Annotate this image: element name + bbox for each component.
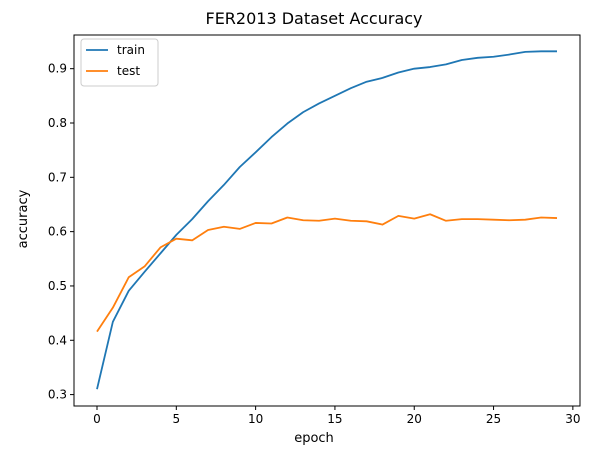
data-point-train: [477, 57, 479, 59]
data-point-test: [128, 276, 130, 278]
data-point-test: [318, 220, 320, 222]
data-point-train: [445, 63, 447, 65]
x-axis-label: epoch: [294, 431, 334, 446]
data-point-test: [524, 219, 526, 221]
y-tick-label: 0.4: [48, 333, 67, 347]
data-point-train: [429, 66, 431, 68]
data-point-train: [144, 271, 146, 273]
data-point-train: [239, 166, 241, 168]
y-tick-label: 0.8: [48, 116, 67, 130]
x-tick-label: 30: [565, 412, 580, 426]
data-point-test: [160, 246, 162, 248]
data-point-test: [239, 228, 241, 230]
series-layer: [96, 50, 558, 390]
data-point-train: [397, 72, 399, 74]
data-point-train: [524, 51, 526, 53]
data-point-test: [112, 307, 114, 309]
y-tick-label: 0.7: [48, 170, 67, 184]
x-tick-label: 25: [486, 412, 501, 426]
data-point-test: [556, 217, 558, 219]
data-point-train: [223, 184, 225, 186]
legend-label-train: train: [117, 43, 145, 57]
data-point-test: [223, 226, 225, 228]
x-tick-label: 0: [93, 412, 101, 426]
series-line-test: [96, 213, 558, 333]
data-point-test: [334, 218, 336, 220]
axes-layer: 0 5 10 15 20 25 30 0.3 0.4 0.5 0.6 0.7 0.8 0.9: [48, 34, 581, 426]
x-tick-label: 10: [248, 412, 263, 426]
data-point-train: [175, 234, 177, 236]
data-point-test: [477, 218, 479, 220]
data-point-test: [540, 217, 542, 219]
data-point-test: [350, 220, 352, 222]
data-point-train: [556, 50, 558, 52]
data-point-test: [175, 238, 177, 240]
plot-frame: [73, 34, 581, 407]
data-point-test: [271, 223, 273, 225]
data-point-train: [318, 103, 320, 105]
data-point-train: [96, 388, 98, 390]
data-point-test: [429, 213, 431, 215]
data-point-train: [160, 252, 162, 254]
data-point-train: [191, 218, 193, 220]
y-tick-label: 0.6: [48, 225, 67, 239]
data-point-train: [413, 68, 415, 70]
x-tick-label: 15: [327, 412, 342, 426]
data-point-test: [96, 331, 98, 333]
data-point-test: [509, 219, 511, 221]
data-point-train: [286, 123, 288, 125]
chart-title: FER2013 Dataset Accuracy: [205, 9, 422, 28]
data-point-test: [144, 266, 146, 268]
data-point-train: [350, 87, 352, 89]
data-point-train: [540, 50, 542, 52]
data-point-train: [493, 56, 495, 58]
data-point-test: [445, 220, 447, 222]
data-point-test: [255, 222, 257, 224]
data-point-train: [334, 95, 336, 97]
data-point-train: [366, 81, 368, 83]
y-tick-label: 0.3: [48, 388, 67, 402]
data-point-train: [207, 200, 209, 202]
data-point-train: [128, 290, 130, 292]
data-point-test: [191, 239, 193, 241]
y-axis-label: accuracy: [16, 189, 31, 248]
data-point-test: [302, 219, 304, 221]
data-point-train: [271, 136, 273, 138]
data-point-train: [255, 151, 257, 153]
data-point-test: [493, 219, 495, 221]
y-tick-label: 0.5: [48, 279, 67, 293]
data-point-test: [366, 220, 368, 222]
data-point-test: [413, 218, 415, 220]
data-point-train: [461, 59, 463, 61]
y-tick-label: 0.9: [48, 62, 67, 76]
data-point-test: [382, 224, 384, 226]
legend: train test: [80, 38, 159, 87]
x-tick-label: 5: [172, 412, 180, 426]
data-point-test: [207, 229, 209, 231]
data-point-test: [397, 215, 399, 217]
legend-label-test: test: [117, 64, 140, 78]
data-point-train: [509, 54, 511, 56]
data-point-test: [461, 218, 463, 220]
data-point-train: [302, 111, 304, 113]
data-point-train: [382, 77, 384, 79]
data-point-train: [112, 321, 114, 323]
series-line-train: [96, 50, 557, 390]
data-point-test: [286, 217, 288, 219]
x-tick-label: 20: [407, 412, 422, 426]
